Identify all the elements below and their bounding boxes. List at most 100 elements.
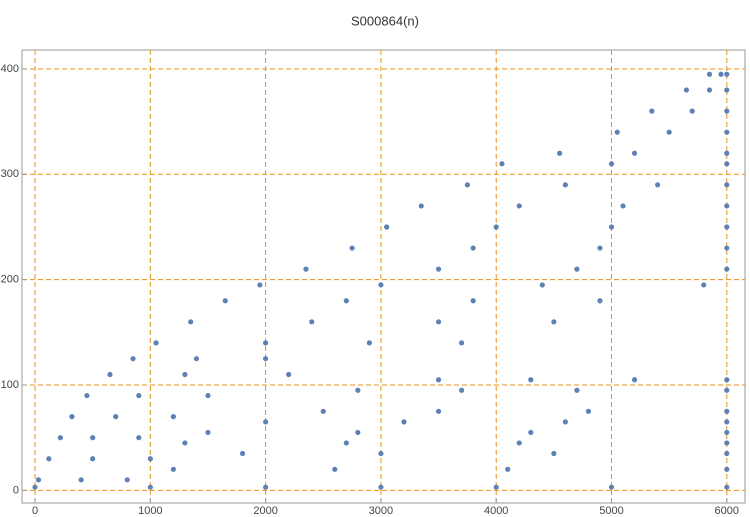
point xyxy=(724,377,730,383)
point xyxy=(585,408,592,414)
point xyxy=(551,450,557,457)
point xyxy=(724,71,730,77)
point xyxy=(562,419,568,425)
point xyxy=(724,203,730,209)
y-tick-label: 300 xyxy=(1,168,19,180)
x-tick-label: 5000 xyxy=(599,505,623,517)
point xyxy=(332,466,338,472)
point xyxy=(188,319,194,325)
point xyxy=(724,87,730,93)
chart-title: S000864(n) xyxy=(351,13,419,28)
x-tick-label: 3000 xyxy=(369,505,393,517)
point xyxy=(614,129,620,135)
point xyxy=(78,477,84,483)
point xyxy=(706,87,713,93)
point xyxy=(666,129,672,135)
point xyxy=(170,414,176,420)
point xyxy=(303,266,309,272)
point xyxy=(724,408,730,414)
point xyxy=(366,340,372,346)
point xyxy=(435,319,442,325)
point xyxy=(724,245,730,251)
point xyxy=(718,71,724,77)
point xyxy=(706,71,713,77)
point xyxy=(516,203,522,209)
point xyxy=(528,377,534,383)
point xyxy=(539,282,545,288)
point xyxy=(724,466,730,472)
x-tick-label: 6000 xyxy=(715,505,739,517)
point xyxy=(459,340,465,346)
point xyxy=(320,408,326,414)
point xyxy=(631,377,638,383)
point xyxy=(378,282,384,288)
point xyxy=(182,371,188,378)
point xyxy=(309,319,315,325)
point xyxy=(608,484,615,490)
point xyxy=(384,224,390,230)
point xyxy=(724,224,730,230)
point xyxy=(418,203,424,209)
point xyxy=(631,150,638,156)
point xyxy=(349,245,355,251)
point xyxy=(401,419,407,425)
point xyxy=(562,182,568,188)
point xyxy=(701,282,707,288)
point xyxy=(493,484,499,490)
x-tick-label: 0 xyxy=(32,505,38,517)
point xyxy=(263,356,269,362)
point xyxy=(286,371,292,378)
point xyxy=(113,414,119,420)
point xyxy=(551,319,557,325)
point xyxy=(608,161,615,167)
point xyxy=(724,484,730,490)
y-tick-label: 0 xyxy=(13,484,19,496)
point xyxy=(378,450,384,457)
point xyxy=(689,108,695,114)
point xyxy=(620,203,626,209)
point xyxy=(57,435,63,441)
point xyxy=(724,182,730,188)
point xyxy=(724,266,730,272)
y-tick-label: 200 xyxy=(1,274,19,286)
point xyxy=(470,298,476,304)
point xyxy=(608,224,615,230)
point xyxy=(136,392,142,399)
point xyxy=(136,435,142,441)
point xyxy=(459,387,465,393)
point xyxy=(724,108,730,114)
plot-frame xyxy=(21,49,746,504)
point xyxy=(378,484,384,490)
point xyxy=(724,129,730,135)
point xyxy=(147,456,153,462)
point xyxy=(343,298,349,304)
point xyxy=(724,419,730,425)
point xyxy=(239,450,246,457)
point xyxy=(90,456,96,462)
point xyxy=(435,408,442,414)
x-tick-label: 2000 xyxy=(253,505,277,517)
point xyxy=(505,466,511,472)
x-tick-label: 4000 xyxy=(484,505,508,517)
point xyxy=(724,387,730,393)
point xyxy=(655,182,661,188)
point xyxy=(222,298,228,304)
point xyxy=(46,456,52,462)
point xyxy=(464,182,470,188)
point xyxy=(263,340,269,346)
x-tick-label: 1000 xyxy=(138,505,162,517)
point xyxy=(32,484,38,490)
point xyxy=(84,392,90,399)
point xyxy=(435,266,442,272)
point xyxy=(205,429,211,436)
point xyxy=(724,150,730,156)
point xyxy=(124,477,130,483)
point xyxy=(263,484,269,490)
point xyxy=(147,484,153,490)
y-tick-label: 100 xyxy=(1,379,19,391)
point xyxy=(649,108,655,114)
point xyxy=(724,440,730,446)
point xyxy=(35,477,42,483)
